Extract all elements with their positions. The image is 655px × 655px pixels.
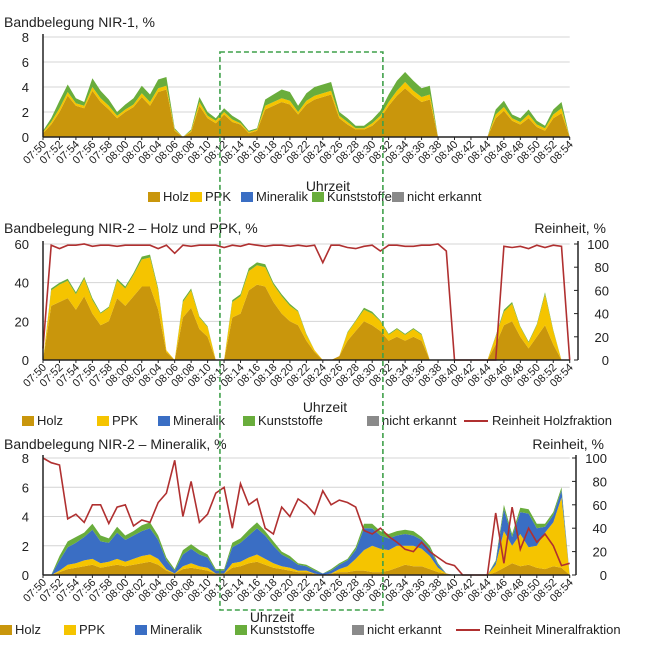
chart-nir2-holz: Bandbelegung NIR-2 – Holz und PPK, % Rei… bbox=[4, 220, 612, 428]
y-tick-label: 6 bbox=[22, 480, 29, 495]
legend-label: Reinheit Mineralfraktion bbox=[484, 622, 621, 637]
legend-swatch bbox=[235, 625, 247, 635]
chart-nir2-mineralik-axes bbox=[42, 455, 577, 578]
chart-nir1-xlabel: Uhrzeit bbox=[306, 178, 350, 194]
legend-swatch bbox=[0, 625, 12, 635]
chart-nir2-holz-x-tick-labels: 07:5007:5207:5407:5607:5808:0008:0208:04… bbox=[21, 362, 576, 390]
chart-nir2-holz-axes bbox=[42, 241, 579, 363]
legend-label: Holz bbox=[163, 189, 189, 204]
y2-tick-label: 20 bbox=[593, 545, 607, 560]
legend-label: Mineralik bbox=[150, 622, 203, 637]
legend-label: Kunststoffe bbox=[250, 622, 315, 637]
legend-swatch bbox=[64, 625, 76, 635]
legend-label: nicht erkannt bbox=[382, 413, 457, 428]
legend-label: Mineralik bbox=[173, 413, 226, 428]
chart-nir2-holz-areas bbox=[43, 254, 570, 360]
legend-swatch bbox=[97, 416, 109, 426]
legend-swatch bbox=[243, 416, 255, 426]
chart-nir2-mineralik-y2-tick-labels: 0 20 40 60 80 100 bbox=[585, 451, 607, 583]
legend-swatch bbox=[352, 625, 364, 635]
legend-label: Holz bbox=[37, 413, 63, 428]
chart-nir2-mineralik-areas bbox=[43, 487, 570, 575]
legend-swatch bbox=[312, 192, 324, 202]
legend-label: Mineralik bbox=[256, 189, 309, 204]
y2-tick-label: 100 bbox=[587, 237, 609, 252]
y-tick-label: 8 bbox=[22, 451, 29, 466]
y-tick-label: 20 bbox=[15, 314, 29, 329]
y-tick-label: 0 bbox=[22, 130, 29, 145]
y-tick-label: 0 bbox=[22, 568, 29, 583]
highlight-period-box bbox=[219, 51, 384, 611]
y2-tick-label: 60 bbox=[593, 498, 607, 513]
y2-tick-label: 20 bbox=[595, 330, 609, 345]
chart-nir2-holz-y-tick-labels: 0 20 40 60 bbox=[15, 237, 29, 368]
legend-label: Kunststoffe bbox=[327, 189, 392, 204]
y-tick-label: 60 bbox=[15, 237, 29, 252]
y-tick-label: 0 bbox=[22, 353, 29, 368]
area-mineralik bbox=[43, 490, 570, 575]
y2-tick-label: 40 bbox=[595, 307, 609, 322]
chart-nir2-mineralik-y-tick-labels: 0 2 4 6 8 bbox=[22, 451, 29, 583]
legend-swatch bbox=[22, 416, 34, 426]
legend-swatch bbox=[135, 625, 147, 635]
legend-swatch bbox=[158, 416, 170, 426]
chart-nir2-mineralik: Bandbelegung NIR-2 – Mineralik, % Reinhe… bbox=[0, 436, 621, 637]
chart-nir2-holz-xlabel: Uhrzeit bbox=[303, 399, 347, 415]
chart-nir2-mineralik-right-title: Reinheit, % bbox=[532, 436, 604, 452]
chart-nir1-y-tick-labels: 0 2 4 6 8 bbox=[22, 30, 29, 145]
chart-nir1: Bandbelegung NIR-1, % 0 2 4 6 8 07:5007:5207… bbox=[4, 14, 576, 204]
y2-tick-label: 60 bbox=[595, 283, 609, 298]
chart-nir1-legend: Holz PPK Mineralik Kunststoffe nicht erkannt bbox=[148, 189, 482, 204]
y-tick-label: 2 bbox=[22, 539, 29, 554]
chart-nir2-mineralik-xlabel: Uhrzeit bbox=[250, 609, 294, 625]
legend-swatch bbox=[367, 416, 379, 426]
legend-swatch bbox=[190, 192, 202, 202]
legend-label: PPK bbox=[112, 413, 138, 428]
legend-label: PPK bbox=[205, 189, 231, 204]
chart-nir1-axes bbox=[42, 34, 571, 140]
y-tick-label: 40 bbox=[15, 276, 29, 291]
area-holz bbox=[43, 561, 570, 575]
chart-nir2-mineralik-x-tick-labels: 07:5007:5207:5407:5607:5808:0008:0208:04… bbox=[21, 577, 576, 605]
chart-nir1-x-tick-labels: 07:5007:5207:5407:5607:5808:0008:0208:04… bbox=[21, 139, 576, 167]
y-tick-label: 4 bbox=[22, 510, 29, 525]
legend-label: nicht erkannt bbox=[367, 622, 442, 637]
y-tick-label: 6 bbox=[22, 55, 29, 70]
y2-tick-label: 40 bbox=[593, 521, 607, 536]
chart-nir1-areas bbox=[43, 72, 570, 137]
area-holz bbox=[43, 88, 570, 137]
legend-label: Kunststoffe bbox=[258, 413, 323, 428]
legend-swatch bbox=[241, 192, 253, 202]
chart-nir2-mineralik-legend: Holz PPK Mineralik Kunststoffe nicht erkannt… bbox=[0, 622, 621, 637]
chart-nir2-mineralik-title: Bandbelegung NIR-2 – Mineralik, % bbox=[4, 436, 227, 452]
chart-nir2-holz-title: Bandbelegung NIR-2 – Holz und PPK, % bbox=[4, 220, 258, 236]
y-tick-label: 8 bbox=[22, 30, 29, 45]
y2-tick-label: 100 bbox=[585, 451, 607, 466]
chart-nir1-title: Bandbelegung NIR-1, % bbox=[4, 14, 155, 30]
legend-swatch bbox=[392, 192, 404, 202]
chart-nir2-holz-legend: Holz PPK Mineralik Kunststoffe nicht erkannt… bbox=[22, 413, 612, 428]
y2-tick-label: 80 bbox=[593, 474, 607, 489]
y-tick-label: 2 bbox=[22, 105, 29, 120]
chart-nir2-holz-y2-tick-labels: 0 20 40 60 80 100 bbox=[587, 237, 609, 368]
y2-tick-label: 80 bbox=[595, 260, 609, 275]
legend-label: nicht erkannt bbox=[407, 189, 482, 204]
legend-swatch bbox=[148, 192, 160, 202]
legend-label: PPK bbox=[79, 622, 105, 637]
y2-tick-label: 0 bbox=[602, 353, 609, 368]
y2-tick-label: 0 bbox=[600, 568, 607, 583]
legend-label: Holz bbox=[15, 622, 41, 637]
area-ppk bbox=[43, 257, 570, 360]
y-tick-label: 4 bbox=[22, 80, 29, 95]
chart-nir2-holz-right-title: Reinheit, % bbox=[534, 220, 606, 236]
area-holz bbox=[43, 284, 570, 360]
legend-label: Reinheit Holzfraktion bbox=[492, 413, 612, 428]
